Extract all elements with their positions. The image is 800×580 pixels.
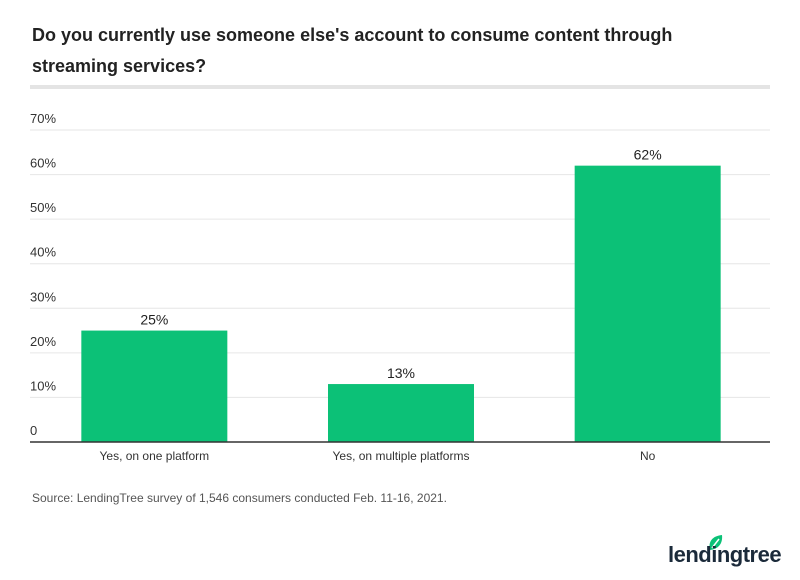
bar xyxy=(328,384,474,442)
y-tick-label: 10% xyxy=(30,378,56,393)
data-label: 13% xyxy=(387,365,415,381)
data-label: 62% xyxy=(634,147,662,163)
logo-wordmark: lendingtree xyxy=(668,542,782,567)
title-divider xyxy=(30,85,770,89)
chart-title: Do you currently use someone else's acco… xyxy=(32,25,673,76)
y-tick-label: 50% xyxy=(30,200,56,215)
source-note: Source: LendingTree survey of 1,546 cons… xyxy=(32,491,447,505)
y-tick-label: 30% xyxy=(30,289,56,304)
y-tick-label: 70% xyxy=(30,111,56,126)
bar xyxy=(574,165,721,442)
data-label: 25% xyxy=(140,312,168,328)
bar xyxy=(81,330,228,442)
y-tick-label: 20% xyxy=(30,334,56,349)
lendingtree-logo: lendingtree xyxy=(668,532,782,568)
y-tick-label: 40% xyxy=(30,245,56,260)
leaf-icon xyxy=(709,535,723,550)
x-tick-label: Yes, on one platform xyxy=(100,449,210,463)
y-tick-label: 60% xyxy=(30,156,56,171)
y-tick-label: 0 xyxy=(30,423,37,438)
x-tick-label: No xyxy=(640,449,656,463)
x-tick-label: Yes, on multiple platforms xyxy=(333,449,470,463)
